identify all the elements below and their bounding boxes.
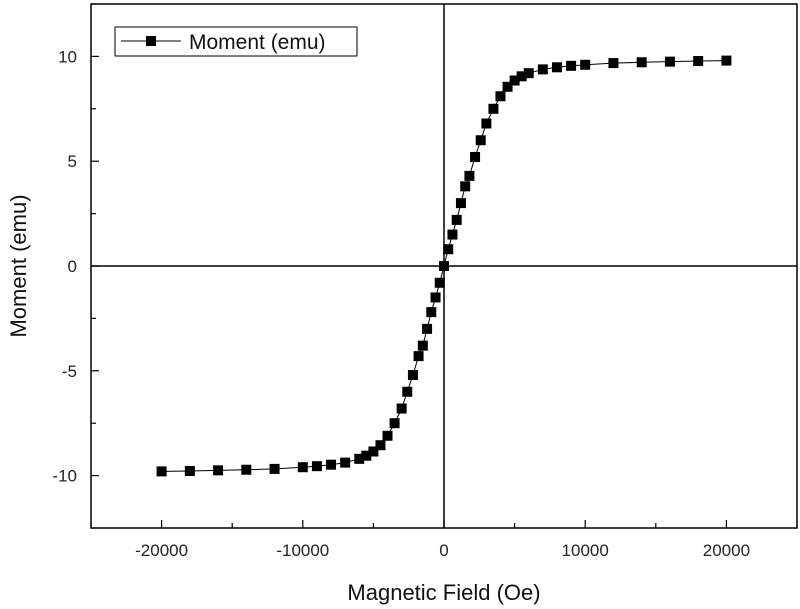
data-point-marker xyxy=(389,418,400,429)
y-tick-label: -10 xyxy=(52,467,77,486)
y-tick-label: -5 xyxy=(62,362,77,381)
data-point-marker xyxy=(269,463,280,474)
data-point-marker xyxy=(451,214,462,225)
data-point-marker xyxy=(439,261,449,271)
data-point-marker xyxy=(396,403,407,414)
data-point-marker xyxy=(382,430,393,441)
data-point-marker xyxy=(297,462,308,473)
data-point-marker xyxy=(502,81,513,92)
series-markers xyxy=(156,55,732,477)
data-point-marker xyxy=(361,450,372,461)
x-ticks: -20000 -10000 0 10000 20000 xyxy=(90,520,798,560)
y-tick-label: 5 xyxy=(68,152,77,171)
y-ticks: -10 -5 0 5 10 xyxy=(52,3,99,529)
data-point-marker xyxy=(693,56,704,67)
data-point-marker xyxy=(566,60,577,71)
x-tick-label: -20000 xyxy=(135,541,188,560)
data-point-marker xyxy=(422,323,433,334)
y-axis-title: Moment (emu) xyxy=(6,194,31,337)
data-point-marker xyxy=(402,386,413,397)
data-point-marker xyxy=(340,457,351,468)
data-point-marker xyxy=(375,440,386,451)
data-point-marker xyxy=(368,446,379,457)
data-point-marker xyxy=(488,103,499,114)
legend: Moment (emu) xyxy=(114,26,358,57)
x-tick-label: 0 xyxy=(439,541,448,560)
data-point-marker xyxy=(464,170,475,181)
data-point-marker xyxy=(434,277,445,288)
x-tick-label: 10000 xyxy=(562,541,609,560)
data-point-marker xyxy=(156,466,167,477)
data-point-marker xyxy=(551,62,562,73)
x-axis-title: Magnetic Field (Oe) xyxy=(347,580,540,605)
data-point-marker xyxy=(516,71,527,82)
legend-label: Moment (emu) xyxy=(189,31,326,54)
data-point-marker xyxy=(455,198,466,209)
data-point-marker xyxy=(636,57,647,68)
data-point-marker xyxy=(443,244,454,255)
data-point-marker xyxy=(326,459,337,470)
data-point-marker xyxy=(721,55,732,66)
data-point-marker xyxy=(311,461,322,472)
x-tick-label: -10000 xyxy=(276,541,329,560)
data-point-marker xyxy=(184,465,195,476)
data-point-marker xyxy=(664,56,675,67)
y-tick-label: 0 xyxy=(68,257,77,276)
data-point-marker xyxy=(509,75,520,86)
data-point-marker xyxy=(523,68,534,79)
data-point-marker xyxy=(608,58,619,69)
data-point-marker xyxy=(426,307,437,318)
data-point-marker xyxy=(354,453,365,464)
data-point-marker xyxy=(413,351,424,362)
data-point-marker xyxy=(460,181,471,192)
data-point-marker xyxy=(481,118,492,129)
data-point-marker xyxy=(407,369,418,380)
data-point-marker xyxy=(470,152,481,163)
data-point-marker xyxy=(537,64,548,75)
data-point-marker xyxy=(241,464,252,475)
data-point-marker xyxy=(580,59,591,70)
data-point-marker xyxy=(213,465,224,476)
data-point-marker xyxy=(417,340,428,351)
data-point-marker xyxy=(447,229,458,240)
data-point-marker xyxy=(495,91,506,102)
legend-marker-sample xyxy=(146,36,156,46)
data-point-marker xyxy=(475,135,486,146)
data-point-marker xyxy=(430,292,441,303)
x-tick-label: 20000 xyxy=(703,541,750,560)
y-tick-label: 10 xyxy=(58,47,77,66)
